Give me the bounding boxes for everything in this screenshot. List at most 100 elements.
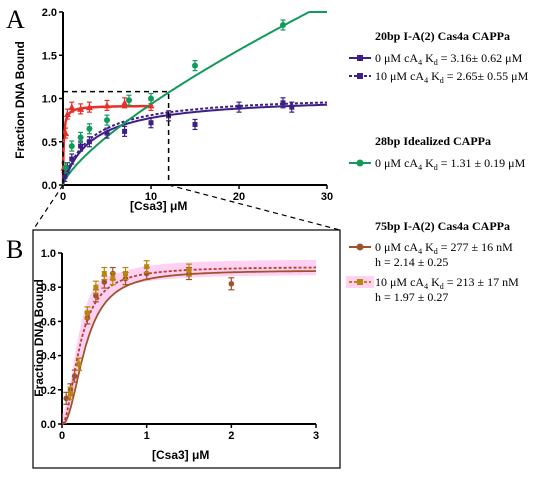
panel-a-y-label: Fraction DNA Bound <box>13 41 27 159</box>
panel-a-x-tick-label: 20 <box>233 191 245 203</box>
panel-a-curve-2 <box>62 103 328 186</box>
panel-a-point <box>86 139 92 145</box>
legend-a-item-2: 10 μM cA4 Kd = 2.65± 0.55 μM <box>349 69 529 85</box>
legend-panel-a: 20bp I-A(2) Cas4a CAPPa 0 μM cA4 Kd = 3.… <box>349 29 529 172</box>
panel-a-point <box>85 103 93 111</box>
panel-a-point <box>148 95 154 102</box>
panel-a-point <box>280 100 286 106</box>
panel-a-point <box>86 125 93 132</box>
panel-a-x-tick-label: 10 <box>145 191 157 203</box>
legend-b-title: 75bp I-A(2) Cas4a CAPPa <box>375 219 510 233</box>
panel-a-letter: A <box>6 5 25 34</box>
panel-a-point <box>192 62 198 69</box>
panel-a-point <box>104 130 110 136</box>
panel-a-point <box>63 110 71 118</box>
panel-b-point <box>186 267 192 273</box>
zoom-box <box>62 90 170 186</box>
panel-a-point <box>122 128 128 134</box>
panel-b-point <box>123 271 128 277</box>
legend-a-item-3-marker <box>356 159 364 167</box>
legend-b-item-1-hill: h = 2.14 ± 0.25 <box>375 255 448 269</box>
panel-b-point <box>110 276 116 282</box>
panel-a-point <box>289 104 295 110</box>
legend-b-item-2-hill: h = 1.97 ± 0.27 <box>375 290 448 304</box>
panel-a-point <box>62 173 68 179</box>
panel-b-y-tick-label: 0.0 <box>41 419 56 431</box>
panel-b-y-tick-label: 0.8 <box>41 282 56 294</box>
panel-a-plot: 0.0 0.5 1.0 1.5 2.0 0 10 20 30 [Csa3] μM Fractio… <box>13 7 333 213</box>
panel-b-x-tick-label: 3 <box>313 430 319 442</box>
panel-a-y-tick-label: 1.5 <box>42 50 57 62</box>
panel-a-point <box>147 101 155 109</box>
legend-b-item-2-marker <box>357 279 363 285</box>
legend-a-item-1-text: 0 μM cA4 Kd = 3.16± 0.62 μM <box>375 51 523 67</box>
legend-a-item-1-marker <box>357 55 363 61</box>
legend-b-item-2: 10 μM cA4 Kd = 213 ± 17 nM h = 1.97 ± 0.… <box>346 275 519 304</box>
panel-a-point <box>103 101 111 109</box>
panel-b-y-tick-label: 0.2 <box>41 385 56 397</box>
panel-b-point <box>93 284 99 290</box>
panel-b-point <box>76 361 82 367</box>
panel-a-x-tick-label: 0 <box>60 191 66 203</box>
panel-a-curve-3 <box>62 11 327 186</box>
panel-a-point <box>68 103 76 111</box>
panel-a-point <box>69 156 75 162</box>
panel-b-point <box>101 271 107 277</box>
panel-b-x-tick-label: 1 <box>144 430 150 442</box>
panel-b-x-tick-label: 2 <box>228 430 234 442</box>
panel-a-point <box>121 99 129 106</box>
panel-a-x-tick-label: 30 <box>321 191 333 203</box>
panel-b-point <box>67 390 73 396</box>
zoom-indicator <box>32 90 341 231</box>
panel-a-curve-1 <box>62 101 328 186</box>
panel-a-y-tick-label: 2.0 <box>42 7 57 19</box>
panel-a-point <box>148 120 154 126</box>
panel-a-point <box>78 143 84 149</box>
zoom-connector-left <box>32 184 64 231</box>
panel-b-y-label: Fraction DNA Bound <box>32 279 46 397</box>
panel-b-points <box>63 260 235 405</box>
panel-b-letter: B <box>6 235 23 264</box>
legend-b-item-1-marker <box>356 243 364 251</box>
panel-b-y-tick-label: 0.6 <box>41 316 56 328</box>
panel-a-curves <box>61 11 328 186</box>
panel-a-point <box>68 143 75 150</box>
panel-b-curves <box>61 259 316 425</box>
legend-b-item-1-text: 0 μM cA4 Kd = 277 ± 16 nM <box>375 240 513 256</box>
panel-b-point <box>71 373 78 379</box>
panel-a-point <box>77 134 84 141</box>
panel-b-point <box>84 310 90 316</box>
panel-b-y-tick-label: 1.0 <box>41 248 56 260</box>
panel-a-y-tick-label: 0.5 <box>42 137 57 149</box>
panel-b-point <box>101 279 108 285</box>
panel-b-x-label: [Csa3] μM <box>152 448 209 462</box>
legend-a-item-2-marker <box>357 73 363 79</box>
panel-a-point <box>126 97 132 104</box>
panel-a-y-tick-label: 1.0 <box>42 94 57 106</box>
panel-b-plot: 0.0 0.2 0.4 0.6 0.8 1.0 0 1 2 3 [Csa3] μM Fractio… <box>32 229 341 469</box>
panel-b-point <box>93 292 99 299</box>
legend-a-item-3-text: 0 μM cA4 Kd = 1.31 ± 0.19 μM <box>375 156 526 172</box>
legend-panel-b: 75bp I-A(2) Cas4a CAPPa 0 μM cA4 Kd = 27… <box>346 219 519 304</box>
panel-b-frame <box>32 229 341 469</box>
panel-a-point <box>62 164 69 171</box>
legend-b-item-2-text: 10 μM cA4 Kd = 213 ± 17 nM <box>375 275 519 291</box>
legend-b-item-1: 0 μM cA4 Kd = 277 ± 16 nM h = 2.14 ± 0.2… <box>349 240 513 269</box>
panel-b-y-tick-label: 0.4 <box>41 351 57 363</box>
legend-a-item-3: 0 μM cA4 Kd = 1.31 ± 0.19 μM <box>349 156 526 172</box>
zoom-connector-right <box>168 184 341 231</box>
panel-a-point <box>77 105 85 112</box>
legend-a-item-2-text: 10 μM cA4 Kd = 2.65± 0.55 μM <box>375 69 529 85</box>
panel-a-axes: 0.0 0.5 1.0 1.5 2.0 0 10 20 30 <box>42 7 333 203</box>
panel-b-axes: 0.0 0.2 0.4 0.6 0.8 1.0 0 1 2 3 <box>41 248 319 442</box>
legend-a-group2-title: 28bp Idealized CAPPa <box>375 134 491 148</box>
panel-b-x-tick-label: 0 <box>59 430 65 442</box>
panel-a-point <box>104 117 110 124</box>
panel-b-point <box>228 280 235 287</box>
panel-a-point <box>280 21 286 28</box>
panel-a-points <box>60 19 295 182</box>
panel-b-point <box>144 264 150 270</box>
panel-a-y-tick-label: 0.0 <box>42 180 57 192</box>
legend-a-group1-title: 20bp I-A(2) Cas4a CAPPa <box>375 29 510 43</box>
